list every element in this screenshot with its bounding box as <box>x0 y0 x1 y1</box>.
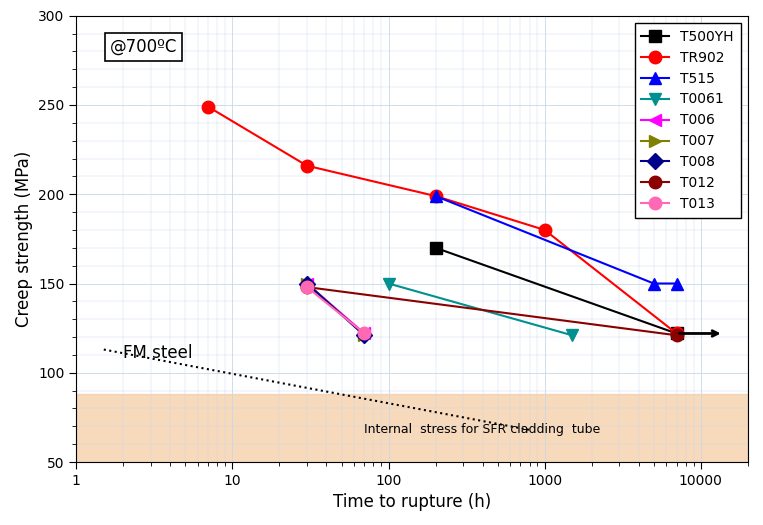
T008 <box>302 280 311 287</box>
T012 <box>672 332 681 339</box>
TR902 <box>302 163 311 169</box>
T006 <box>360 330 369 337</box>
Text: FM steel: FM steel <box>124 344 193 362</box>
T515 <box>672 280 681 287</box>
Line: T013: T013 <box>301 281 371 340</box>
T500YH <box>431 245 440 251</box>
T013 <box>360 330 369 337</box>
T0061 <box>384 280 393 287</box>
Line: T500YH: T500YH <box>430 242 682 339</box>
Text: Internal  stress for SFR cladding  tube: Internal stress for SFR cladding tube <box>365 424 600 436</box>
Line: T008: T008 <box>301 278 370 341</box>
T0061 <box>568 332 577 339</box>
T012 <box>302 284 311 290</box>
Bar <box>76 394 748 462</box>
Line: T0061: T0061 <box>382 277 578 342</box>
Line: T515: T515 <box>430 190 683 290</box>
Line: T006: T006 <box>301 277 371 340</box>
TR902 <box>540 227 549 233</box>
T007 <box>302 280 311 287</box>
T013 <box>302 284 311 290</box>
T008 <box>360 332 369 339</box>
T515 <box>649 280 658 287</box>
TR902 <box>431 193 440 199</box>
TR902 <box>204 103 213 110</box>
TR902 <box>672 330 681 337</box>
T007 <box>360 332 369 339</box>
Line: T012: T012 <box>301 281 683 342</box>
Line: T007: T007 <box>301 277 371 342</box>
Y-axis label: Creep strength (MPa): Creep strength (MPa) <box>14 151 33 327</box>
Legend: T500YH, TR902, T515, T0061, T006, T007, T008, T012, T013: T500YH, TR902, T515, T0061, T006, T007, … <box>635 23 741 218</box>
T006 <box>302 280 311 287</box>
T500YH <box>672 330 681 337</box>
Text: @700ºC: @700ºC <box>110 38 177 56</box>
T515 <box>431 193 440 199</box>
Line: TR902: TR902 <box>202 100 683 340</box>
X-axis label: Time to rupture (h): Time to rupture (h) <box>333 494 491 511</box>
